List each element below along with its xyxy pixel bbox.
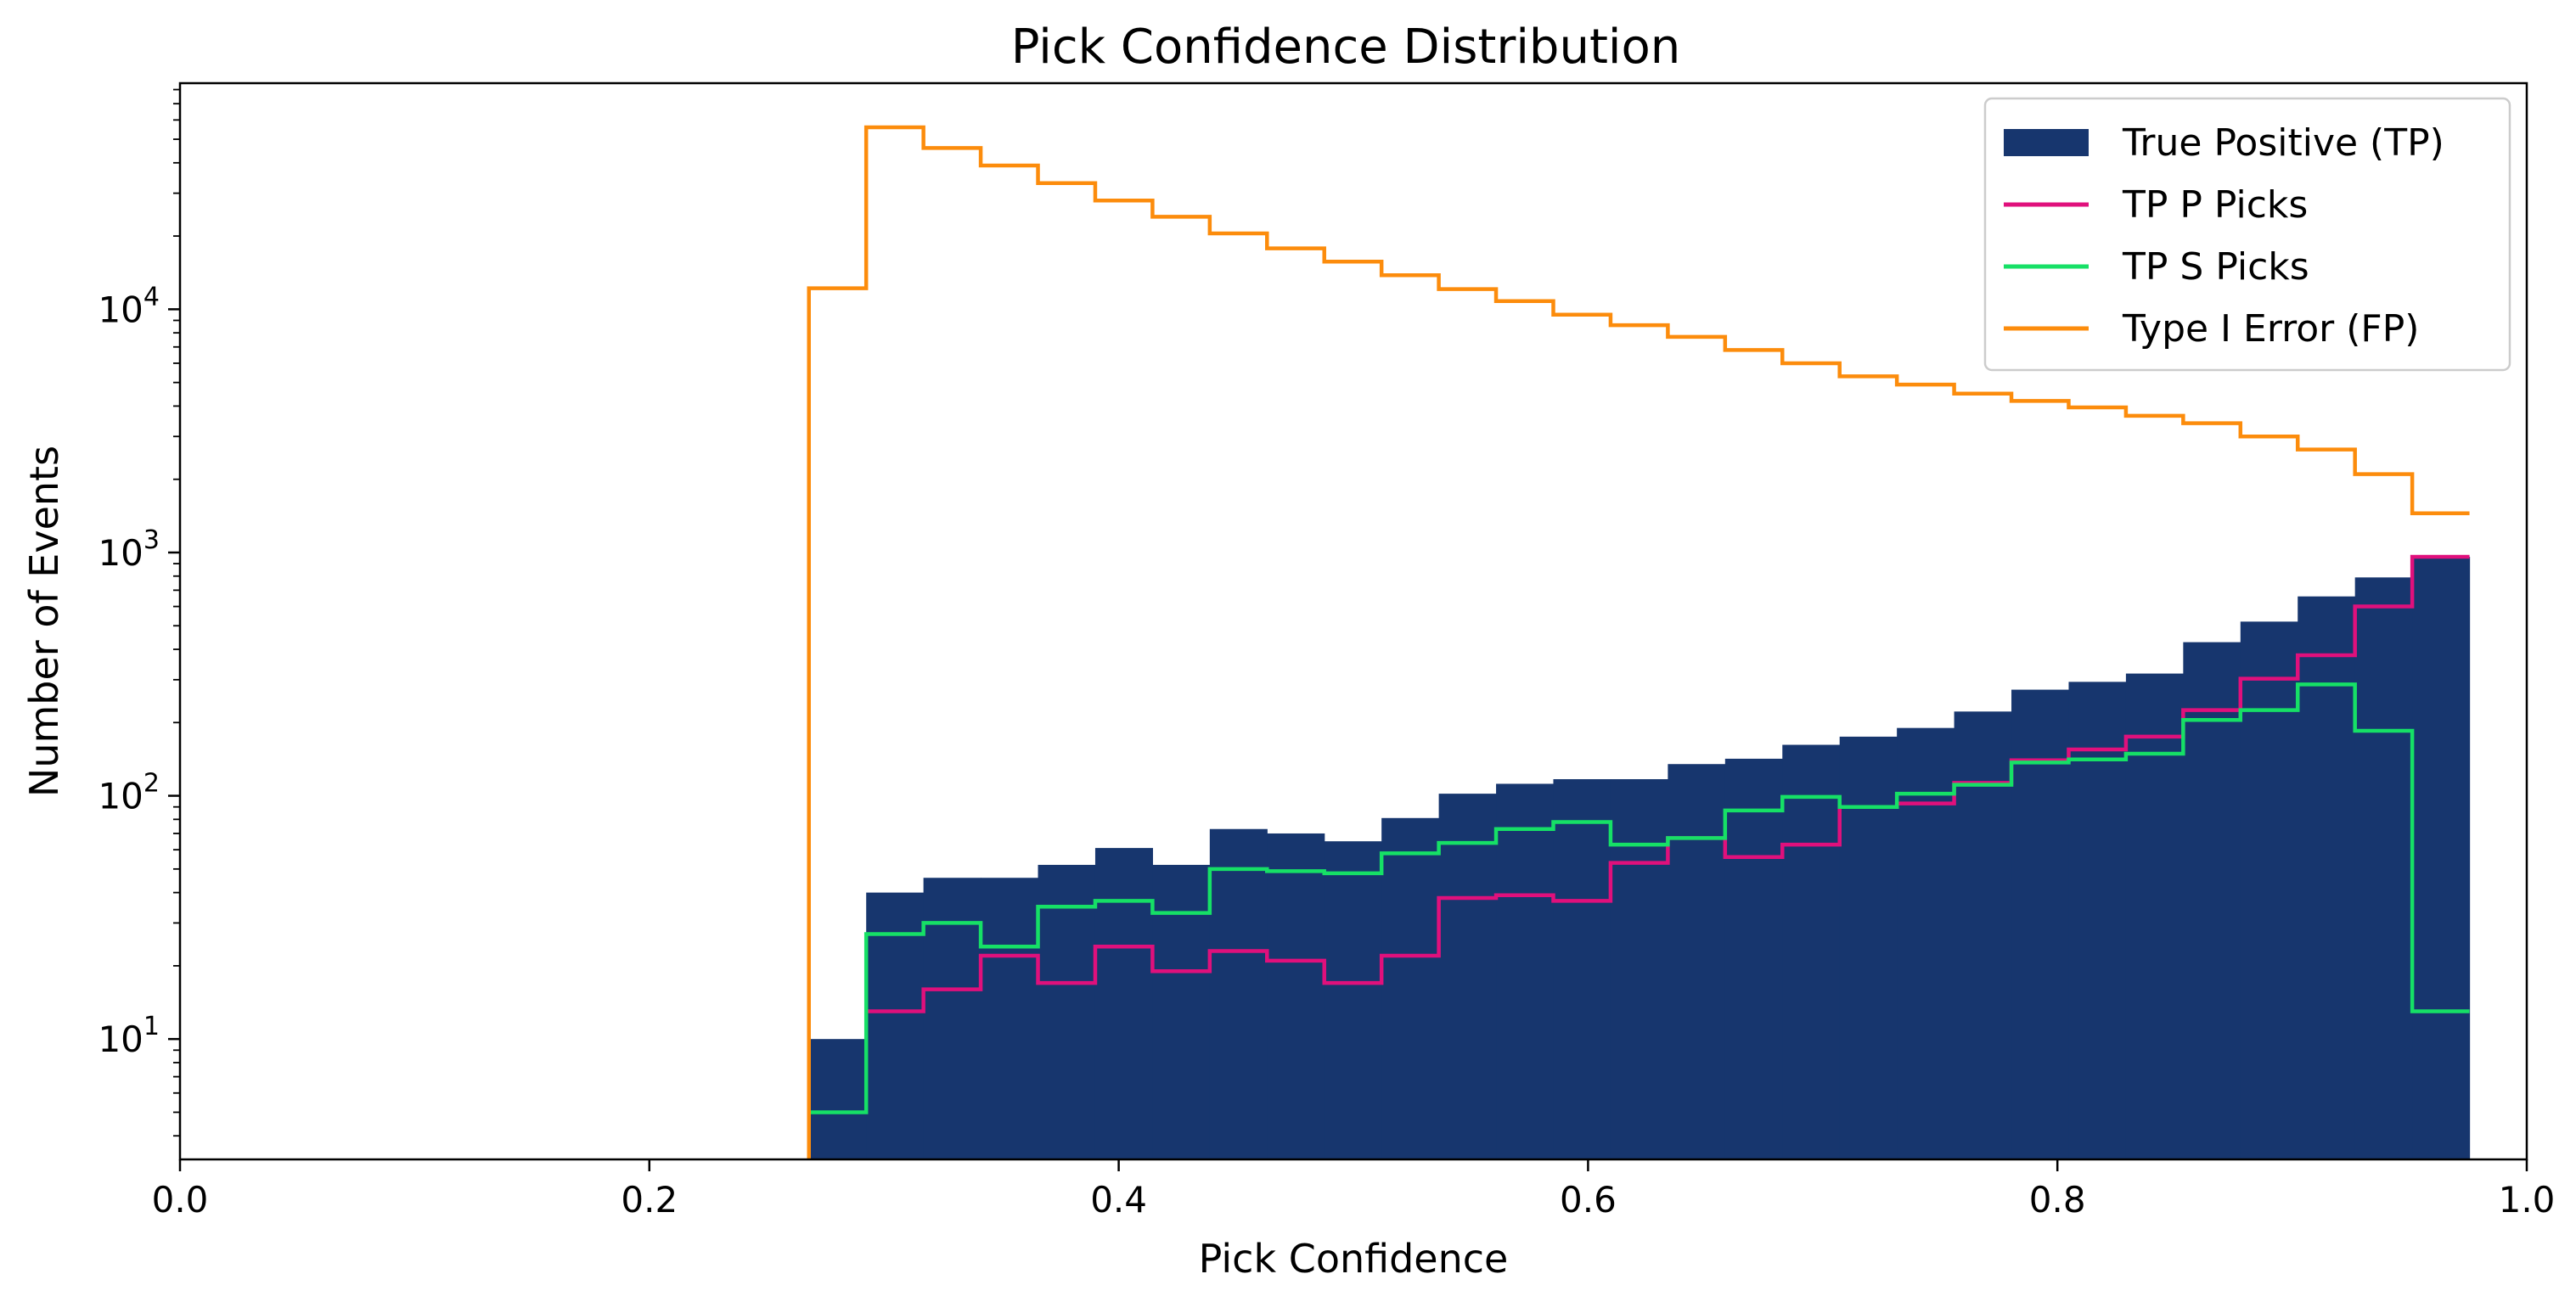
bar-0-18 (1839, 736, 1898, 1159)
bar-0-20 (1954, 711, 2012, 1159)
bar-0-0 (808, 1039, 867, 1159)
bar-0-4 (1038, 864, 1096, 1159)
bar-0-27 (2354, 577, 2413, 1159)
x-tick-label-4: 0.8 (2029, 1179, 2086, 1221)
bar-0-23 (2125, 673, 2184, 1159)
bar-0-26 (2298, 596, 2356, 1159)
series-2-step-line (807, 682, 2470, 1159)
bar-0-6 (1152, 864, 1211, 1159)
x-axis-label: Pick Confidence (1199, 1236, 1509, 1282)
x-tick-label-1: 0.2 (621, 1179, 678, 1221)
y-axis-label: Number of Events (21, 446, 67, 797)
bar-0-1 (866, 892, 925, 1159)
plot-area (807, 125, 2471, 1159)
legend-label-3: Type I Error (FP) (2122, 307, 2419, 351)
legend: True Positive (TP) TP P Picks TP S Picks Ty… (1983, 97, 2511, 372)
bar-0-11 (1438, 794, 1497, 1159)
series-3-step-line (807, 125, 2470, 1159)
y-tick-label-3: 104 (98, 282, 160, 330)
bar-0-12 (1496, 783, 1555, 1159)
bar-0-22 (2068, 682, 2127, 1159)
bar-0-5 (1094, 848, 1153, 1159)
legend-label-2: TP S Picks (2122, 245, 2309, 289)
x-tick-label-2: 0.4 (1090, 1179, 1147, 1221)
bar-0-25 (2240, 621, 2298, 1159)
plot-frame (178, 81, 2528, 1161)
bar-0-10 (1381, 817, 1440, 1159)
bar-0-2 (923, 878, 981, 1159)
legend-box (1983, 97, 2511, 372)
x-tick-label-0: 0.0 (152, 1179, 209, 1221)
bar-0-13 (1553, 779, 1611, 1159)
bar-0-8 (1267, 833, 1325, 1159)
legend-label-1: TP P Picks (2122, 183, 2308, 227)
axes: 0.0 0.2 0.4 0.6 0.8 1.0 101 102 103 104 (98, 88, 2556, 1221)
chart-title: Pick Confidence Distribution (1011, 20, 1680, 75)
bar-0-7 (1209, 828, 1268, 1159)
bar-0-15 (1668, 764, 1726, 1159)
bar-0-9 (1324, 841, 1382, 1159)
bar-0-24 (2183, 642, 2241, 1159)
y-tick-label-0: 101 (98, 1012, 160, 1060)
x-tick-label-5: 1.0 (2499, 1179, 2556, 1221)
y-tick-label-1: 102 (98, 769, 160, 817)
bar-0-3 (981, 878, 1039, 1159)
bar-0-16 (1724, 758, 1783, 1159)
bar-0-19 (1897, 727, 1955, 1159)
x-tick-label-3: 0.6 (1560, 1179, 1617, 1221)
bar-0-17 (1782, 744, 1841, 1159)
series-1-step-line (866, 554, 2470, 1013)
bar-0-14 (1610, 779, 1668, 1159)
bar-0-28 (2412, 557, 2471, 1159)
y-tick-label-2: 103 (98, 525, 160, 574)
bar-0-21 (2011, 689, 2070, 1159)
legend-label-0: True Positive (TP) (2122, 121, 2444, 165)
legend-swatch-0 (2004, 129, 2089, 156)
